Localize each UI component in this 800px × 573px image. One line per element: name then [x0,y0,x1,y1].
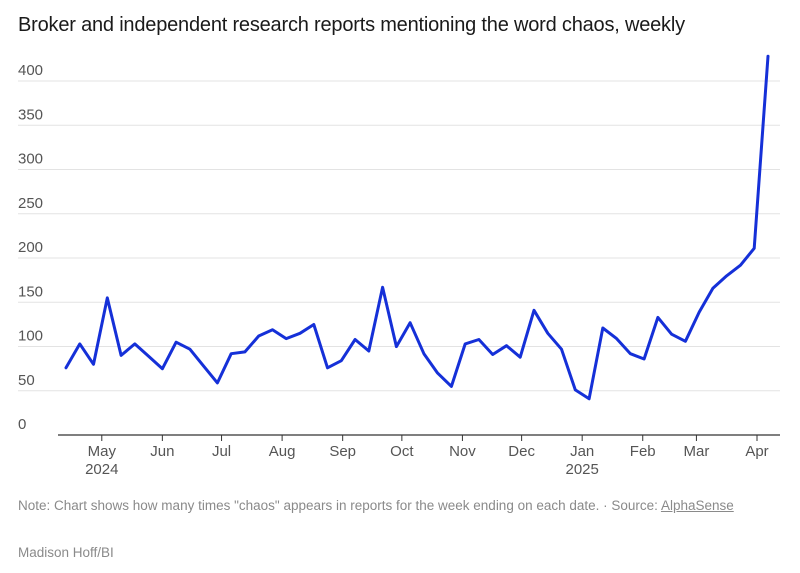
x-tick-label: Apr [745,443,768,460]
y-tick-label: 50 [18,372,35,389]
source-link[interactable]: AlphaSense [660,498,734,513]
y-tick-label: 0 [18,416,26,433]
x-tick-label: Jan [570,443,594,460]
x-tick-label: Mar [684,443,710,460]
y-tick-label: 100 [18,328,43,345]
y-tick-label: 350 [18,106,43,123]
series-line-0 [64,54,770,401]
x-tick-label: Sep [329,443,356,460]
x-tick-label: Jul [212,443,231,460]
y-axis-ticks: 0 50 100 150 200 250 300 350 400 [18,62,43,433]
chart-note: Note: Chart shows how many times "chaos"… [18,497,788,515]
gridlines [18,80,780,392]
x-tick-label: May [88,443,117,460]
y-tick-label: 250 [18,195,43,212]
x-tick-label: Feb [630,443,656,460]
x-tick-label: Oct [390,443,414,460]
byline: Madison Hoff/BI [18,545,114,560]
note-text: Note: Chart shows how many times "chaos"… [18,498,658,513]
x-tick-label: Dec [508,443,535,460]
y-tick-label: 300 [18,151,43,168]
y-tick-label: 400 [18,62,43,79]
x-tick-label: Aug [269,443,296,460]
x-tick-year-label: 2025 [565,461,598,478]
chart-title: Broker and independent research reports … [18,14,685,36]
series-layer [64,54,770,401]
y-tick-label: 150 [18,283,43,300]
x-tick-label: Jun [150,443,174,460]
y-tick-label: 200 [18,239,43,256]
x-tick-label: Nov [449,443,476,460]
x-tick-year-label: 2024 [85,461,118,478]
